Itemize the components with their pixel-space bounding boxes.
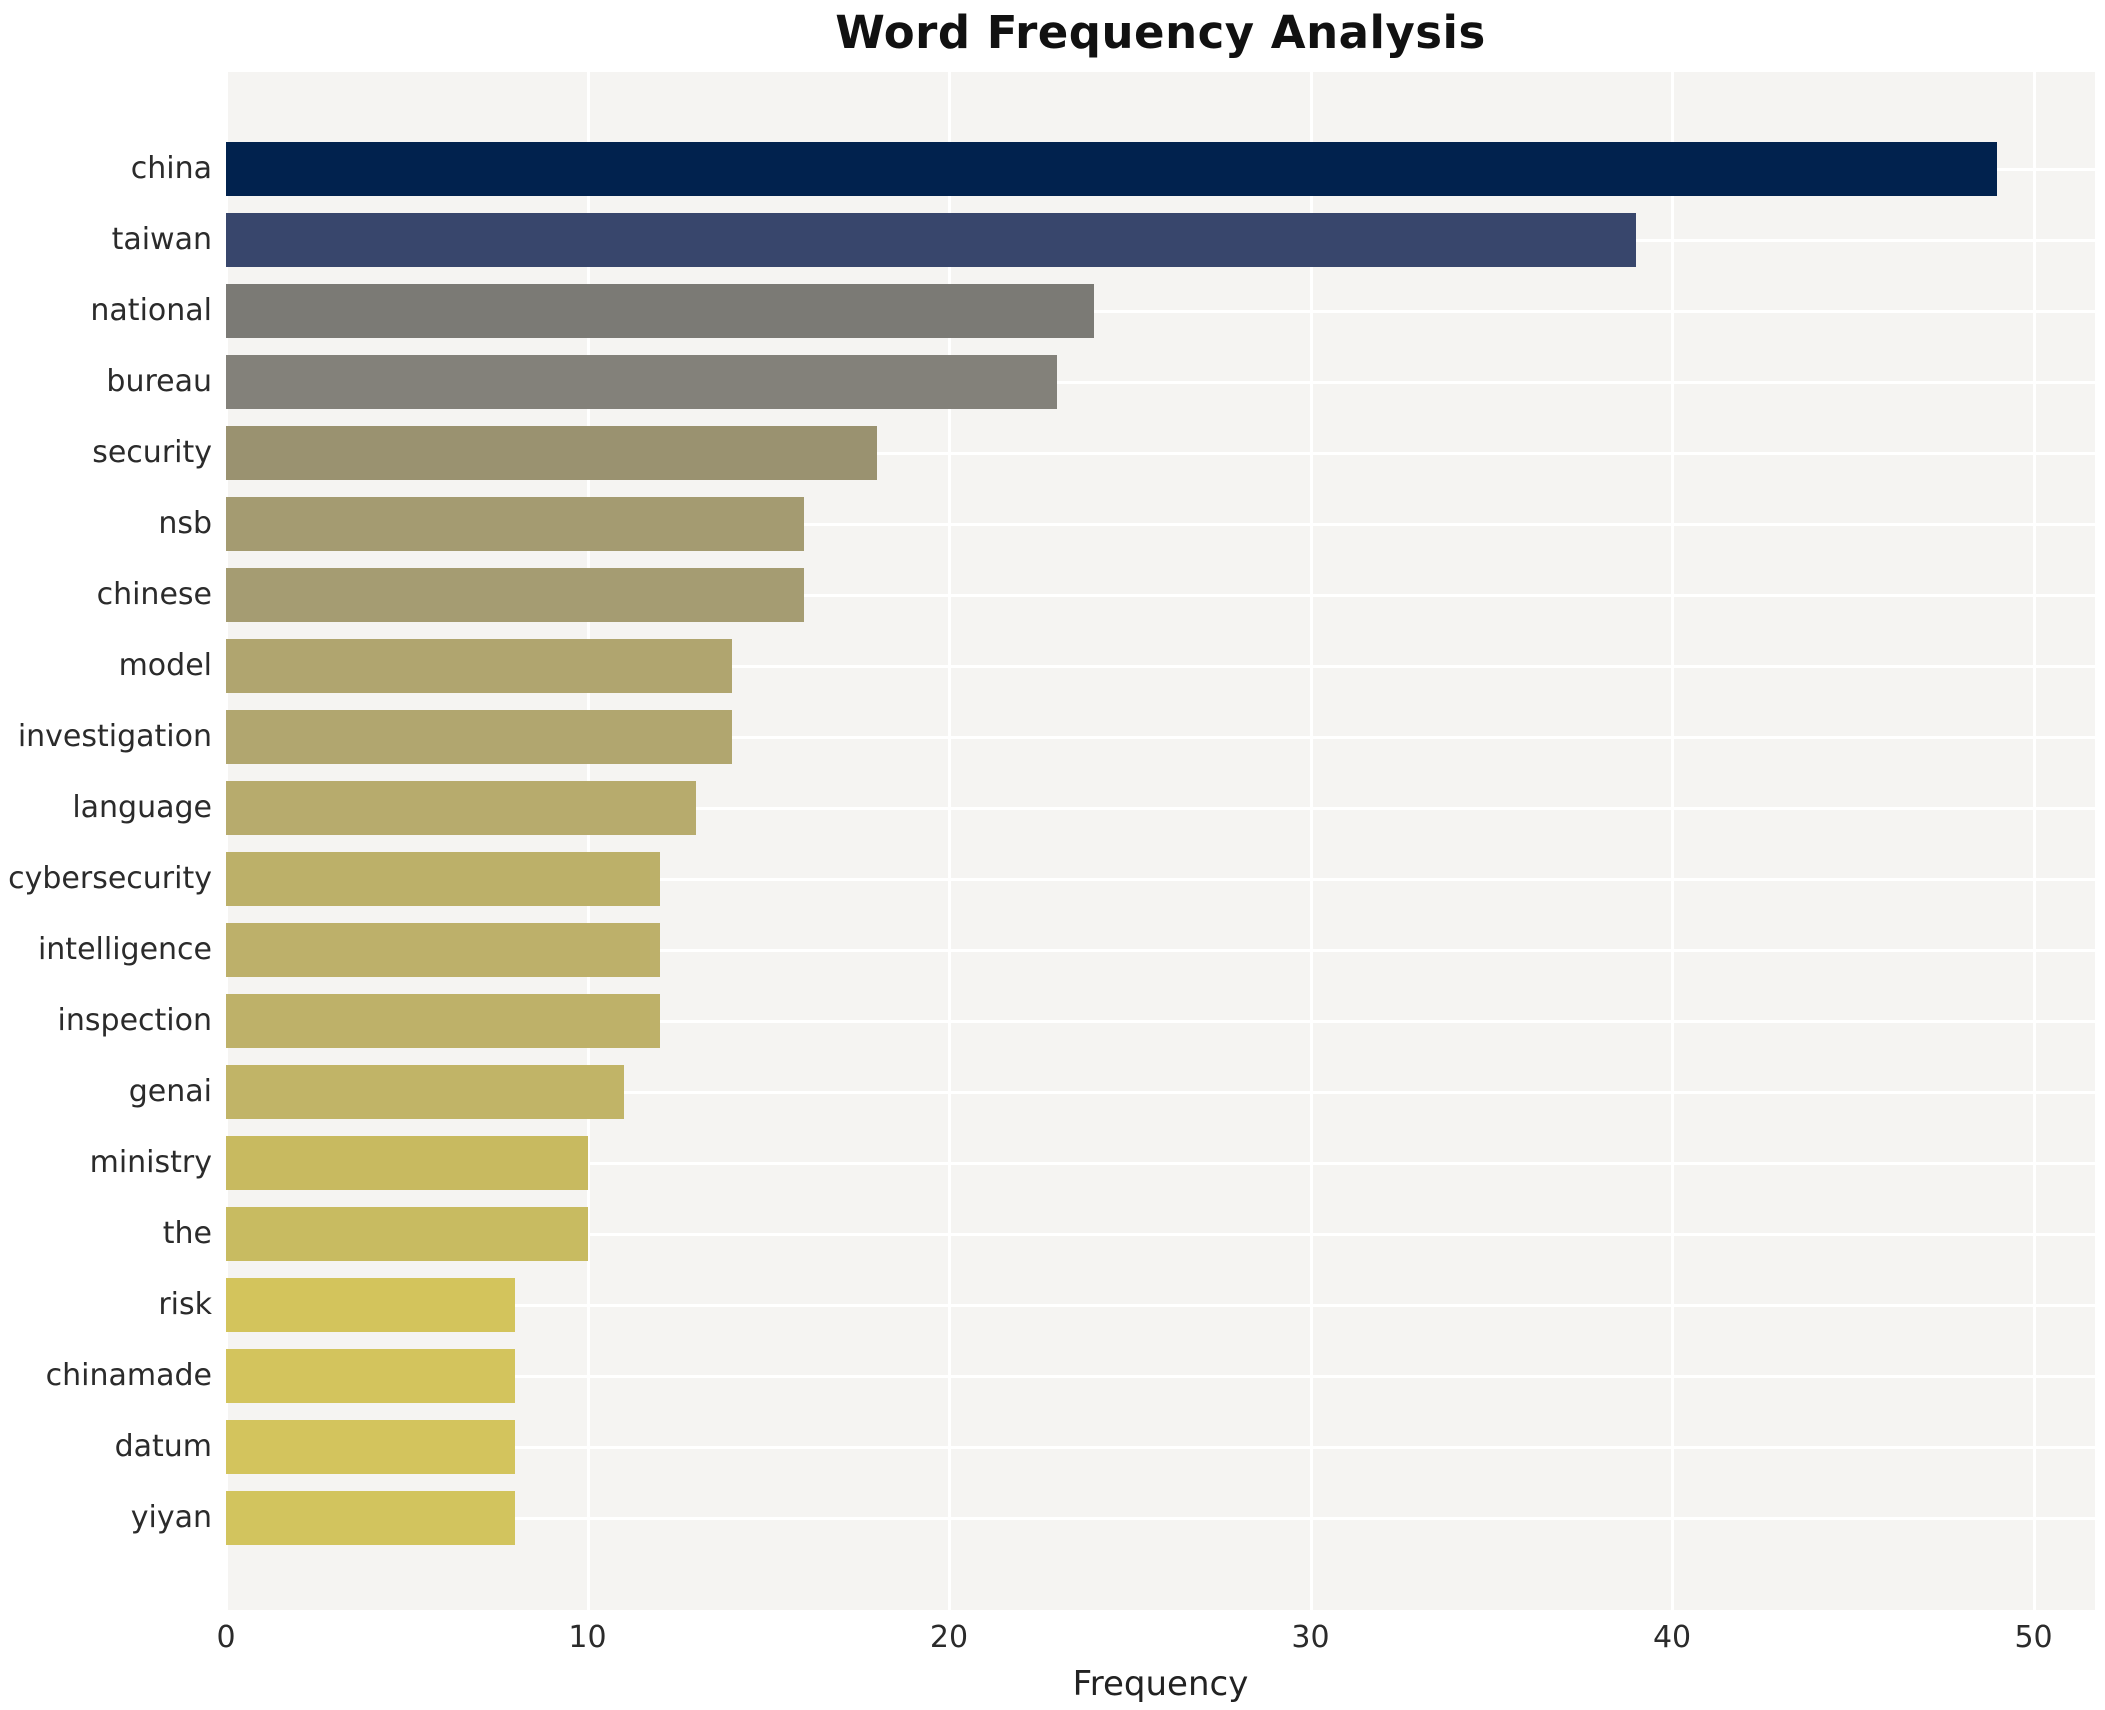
gridline-x-0 <box>226 72 228 1610</box>
category-label-taiwan: taiwan <box>111 222 212 257</box>
bar-risk <box>226 1277 516 1332</box>
bar-row <box>226 1198 2095 1269</box>
bar-row <box>226 772 2095 843</box>
bar-row <box>226 1127 2095 1198</box>
bar-row <box>226 985 2095 1056</box>
gridline-x-40 <box>1671 72 1675 1610</box>
category-label-cybersecurity: cybersecurity <box>8 861 212 896</box>
bar-yiyan <box>226 1490 516 1545</box>
category-label-model: model <box>118 648 212 683</box>
bar-row <box>226 488 2095 559</box>
bar-taiwan <box>226 212 1636 267</box>
category-label-nsb: nsb <box>158 506 212 541</box>
bar-cybersecurity <box>226 851 660 906</box>
bar-inspection <box>226 993 660 1048</box>
bar-the <box>226 1206 588 1261</box>
bar-row <box>226 346 2095 417</box>
bar-bureau <box>226 354 1058 409</box>
gridline-x-30 <box>1309 72 1313 1610</box>
x-tick-label-50: 50 <box>2014 1620 2053 1655</box>
gridline-y <box>226 309 2095 313</box>
bar-row <box>226 914 2095 985</box>
bar-language <box>226 780 696 835</box>
chart-title: Word Frequency Analysis <box>835 6 1486 59</box>
gridline-x-20 <box>948 72 952 1610</box>
gridline-y <box>226 735 2095 739</box>
bar-row <box>226 133 2095 204</box>
gridline-y <box>226 806 2095 810</box>
category-label-investigation: investigation <box>17 719 212 754</box>
category-label-the: the <box>162 1216 212 1251</box>
x-tick-label-20: 20 <box>929 1620 969 1655</box>
category-label-genai: genai <box>128 1074 212 1109</box>
category-label-chinese: chinese <box>96 577 212 612</box>
bar-row <box>226 275 2095 346</box>
gridline-y <box>226 1303 2095 1307</box>
bar-row <box>226 417 2095 488</box>
bar-row <box>226 843 2095 914</box>
category-label-datum: datum <box>114 1429 212 1464</box>
x-axis-ticks: 0 10 20 30 40 50 <box>216 1620 2095 1660</box>
gridline-y <box>226 877 2095 881</box>
bar-row <box>226 1056 2095 1127</box>
gridline-y <box>226 1374 2095 1378</box>
category-label-intelligence: intelligence <box>37 932 212 967</box>
gridline-y <box>226 522 2095 526</box>
category-label-language: language <box>72 790 212 825</box>
gridline-y <box>226 593 2095 597</box>
bar-investigation <box>226 709 733 764</box>
category-label-yiyan: yiyan <box>130 1500 212 1535</box>
category-label-national: national <box>90 293 212 328</box>
gridline-y <box>226 1019 2095 1023</box>
x-tick-label-0: 0 <box>216 1620 236 1655</box>
plot-area <box>226 72 2095 1610</box>
bar-rows <box>226 133 2095 1553</box>
gridline-y <box>226 664 2095 668</box>
bar-ministry <box>226 1135 588 1190</box>
bar-row <box>226 204 2095 275</box>
bar-model <box>226 638 733 693</box>
bar-row <box>226 1482 2095 1553</box>
category-label-security: security <box>92 435 212 470</box>
gridline-y <box>226 380 2095 384</box>
gridline-y <box>226 1090 2095 1094</box>
category-label-inspection: inspection <box>57 1003 212 1038</box>
x-tick-label-10: 10 <box>568 1620 607 1655</box>
bar-nsb <box>226 496 805 551</box>
bar-row <box>226 630 2095 701</box>
bar-row <box>226 1340 2095 1411</box>
bar-row <box>226 1269 2095 1340</box>
x-tick-label-30: 30 <box>1291 1620 1330 1655</box>
bar-china <box>226 141 1998 196</box>
bar-row <box>226 701 2095 772</box>
gridline-y <box>226 948 2095 952</box>
bar-row <box>226 1411 2095 1482</box>
category-label-risk: risk <box>158 1287 212 1322</box>
y-axis-labels: china taiwan national bureau security nsb chin… <box>0 133 212 1553</box>
bar-datum <box>226 1419 516 1474</box>
bar-intelligence <box>226 922 660 977</box>
bar-national <box>226 283 1094 338</box>
x-tick-label-40: 40 <box>1652 1620 1692 1655</box>
bar-row <box>226 559 2095 630</box>
gridline-x-10 <box>586 72 590 1610</box>
gridline-y <box>226 451 2095 455</box>
x-axis-title: Frequency <box>1072 1664 1249 1704</box>
category-label-ministry: ministry <box>89 1145 212 1180</box>
gridline-y <box>226 1232 2095 1236</box>
gridline-y <box>226 1161 2095 1165</box>
category-label-china: china <box>130 151 212 186</box>
bar-security <box>226 425 877 480</box>
gridline-y <box>226 1516 2095 1520</box>
bar-chinamade <box>226 1348 516 1403</box>
bar-genai <box>226 1064 624 1119</box>
gridline-y <box>226 1445 2095 1449</box>
category-label-bureau: bureau <box>106 364 212 399</box>
category-label-chinamade: chinamade <box>45 1358 212 1393</box>
gridline-x-50 <box>2032 72 2036 1610</box>
bar-chinese <box>226 567 805 622</box>
